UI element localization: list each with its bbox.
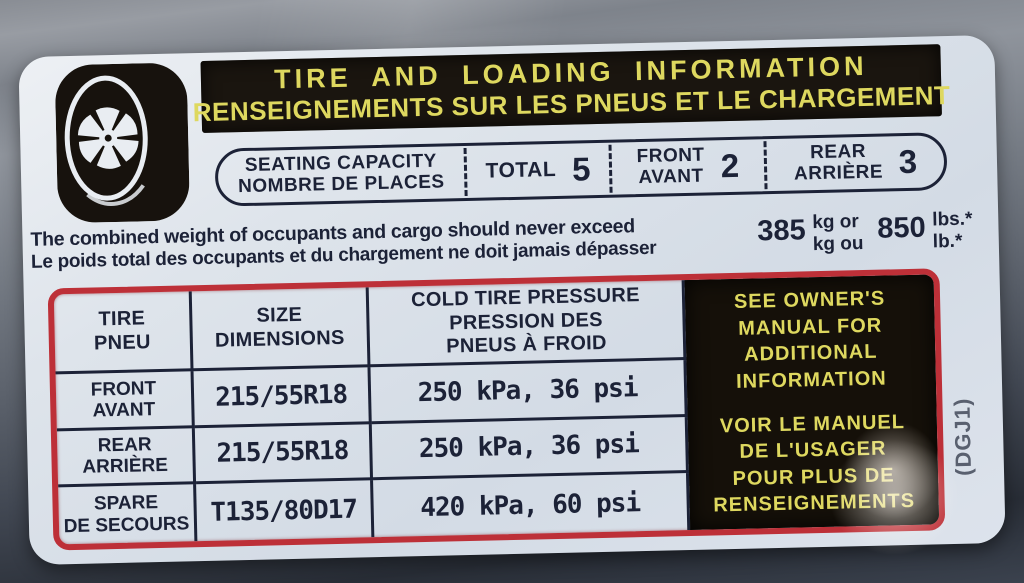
weight-lb-unit-fr: lb.* <box>932 230 963 253</box>
row-rear-label: REAR ARRIÈRE <box>56 427 197 488</box>
seating-rear: REAR ARRIÈRE 3 <box>766 135 944 191</box>
weight-kg-unit-en: kg or <box>812 211 860 234</box>
placard-part-code: (DGJ1) <box>949 397 977 477</box>
title-banner: TIRE AND LOADING INFORMATION RENSEIGNEME… <box>192 44 951 133</box>
note-fr: VOIR LE MANUEL DE L'USAGER POUR PLUS DE … <box>713 411 916 517</box>
weight-lb-value: 850 <box>876 211 927 245</box>
row-front-size: 215/55R18 <box>193 367 372 428</box>
seating-label-fr: NOMBRE DE PLACES <box>237 171 445 198</box>
seating-total: TOTAL 5 <box>466 143 609 198</box>
row-spare-size: T135/80D17 <box>196 480 375 542</box>
weight-lb-value-slot <box>871 258 933 259</box>
weight-kg-unit-fr: kg ou <box>812 233 864 256</box>
rear-label-fr: ARRIÈRE <box>793 161 884 185</box>
total-label: TOTAL <box>485 157 557 183</box>
row-rear-pressure: 250 kPa, 36 psi <box>371 416 689 481</box>
header-pressure: COLD TIRE PRESSURE PRESSION DES PNEUS À … <box>368 280 687 368</box>
note-en: SEE OWNER'S MANUAL FOR ADDITIONAL INFORM… <box>733 287 887 393</box>
seating-capacity-label: SEATING CAPACITY NOMBRE DE PLACES <box>218 146 465 204</box>
front-value: 2 <box>720 146 740 185</box>
weight-lb-unit-en: lbs.* <box>932 208 973 231</box>
row-front-label: FRONT AVANT <box>55 371 195 432</box>
seating-capacity-box: SEATING CAPACITY NOMBRE DE PLACES TOTAL … <box>214 132 948 207</box>
owners-manual-note: SEE OWNER'S MANUAL FOR ADDITIONAL INFORM… <box>684 274 940 531</box>
header-tire: TIRE PNEU <box>53 291 194 375</box>
header-size: SIZE DIMENSIONS <box>191 287 371 372</box>
tire-loading-placard: TIRE AND LOADING INFORMATION RENSEIGNEME… <box>18 34 1006 580</box>
front-label-fr: AVANT <box>638 165 704 189</box>
row-spare-pressure: 420 kPa, 60 psi <box>373 473 691 538</box>
seating-front: FRONT AVANT 2 <box>611 139 764 194</box>
rear-value: 3 <box>898 142 918 181</box>
weight-kg-value: 385 <box>756 214 807 248</box>
tire-icon <box>55 62 191 223</box>
tire-pressure-table: TIRE PNEU SIZE DIMENSIONS COLD TIRE PRES… <box>47 268 946 551</box>
total-value: 5 <box>571 150 591 188</box>
row-front-pressure: 250 kPa, 36 psi <box>370 360 688 424</box>
weight-kg-value-slot <box>751 261 813 262</box>
row-spare-label: SPARE DE SECOURS <box>58 484 198 545</box>
row-rear-size: 215/55R18 <box>194 423 374 485</box>
